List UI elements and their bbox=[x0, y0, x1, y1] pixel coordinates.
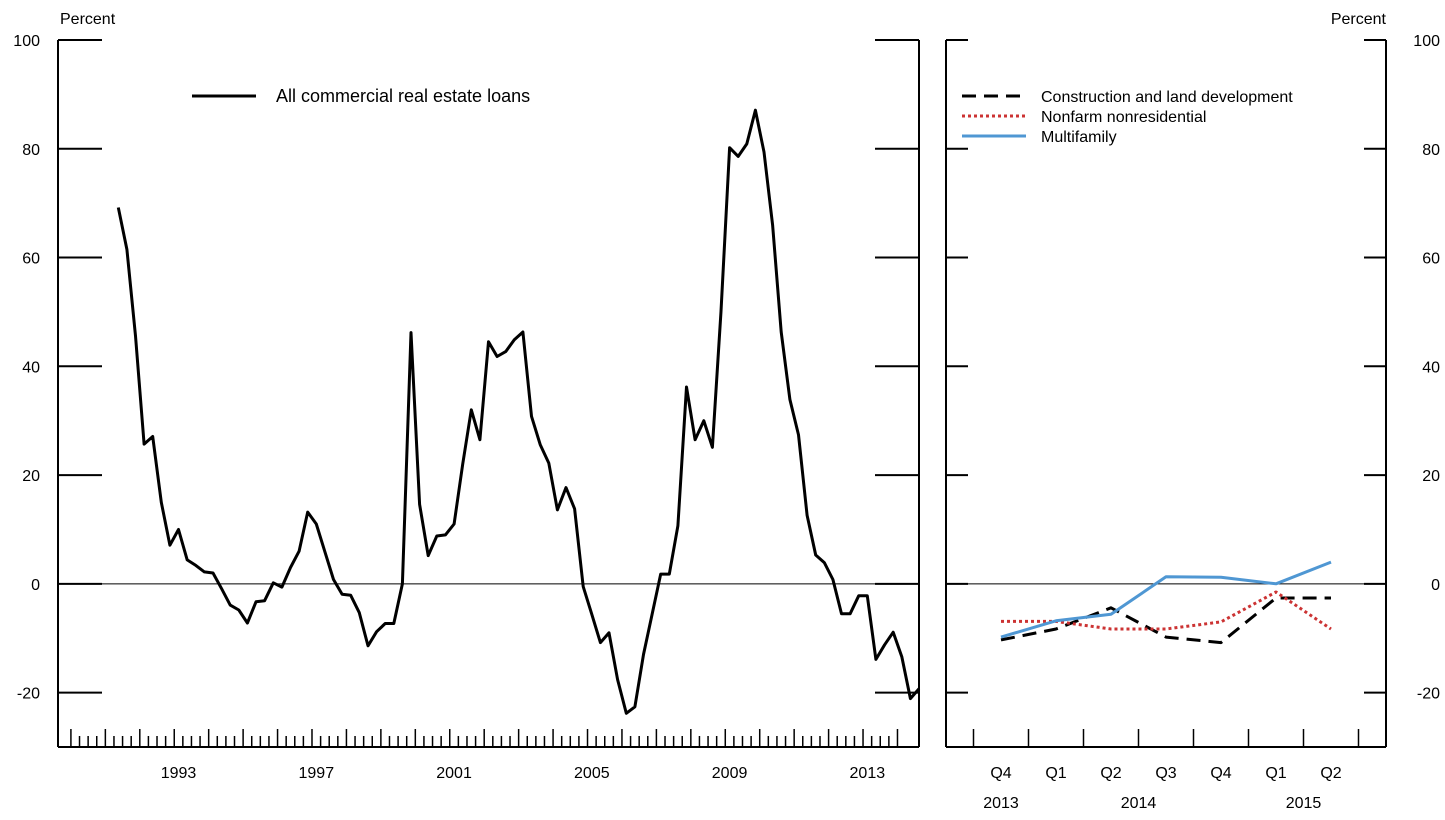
left-y-axis-label: Percent bbox=[60, 11, 116, 28]
left-x-tick-label: 2009 bbox=[712, 765, 748, 782]
left-x-tick-label: 2013 bbox=[850, 765, 886, 782]
right-series-line bbox=[1000, 596, 1331, 645]
right-y-tick-label: 40 bbox=[1422, 359, 1440, 376]
right-y-tick-label: 20 bbox=[1422, 468, 1440, 485]
left-y-tick-label: 100 bbox=[13, 33, 40, 50]
left-y-tick-label: 40 bbox=[22, 359, 40, 376]
left-x-tick-label: 2005 bbox=[574, 765, 610, 782]
right-x-tick-label: Q3 bbox=[1155, 765, 1176, 782]
right-series-line bbox=[1000, 560, 1332, 639]
right-y-tick-label: 0 bbox=[1431, 577, 1440, 594]
right-legend-label: Multifamily bbox=[1041, 129, 1117, 146]
right-y-tick-label: 60 bbox=[1422, 251, 1440, 268]
right-x-tick-label: Q2 bbox=[1320, 765, 1341, 782]
left-y-tick-label: 60 bbox=[22, 251, 40, 268]
right-y-tick-label: 80 bbox=[1422, 142, 1440, 159]
right-legend-label: Nonfarm nonresidential bbox=[1041, 109, 1206, 126]
right-x-year-label: 2015 bbox=[1286, 795, 1322, 812]
right-x-tick-label: Q1 bbox=[1045, 765, 1066, 782]
left-y-tick-label: 20 bbox=[22, 468, 40, 485]
right-x-tick-label: Q1 bbox=[1265, 765, 1286, 782]
right-x-year-label: 2013 bbox=[983, 795, 1019, 812]
left-y-tick-label: -20 bbox=[17, 686, 40, 703]
left-x-tick-label: 1993 bbox=[161, 765, 197, 782]
right-x-year-label: 2014 bbox=[1121, 795, 1157, 812]
left-y-tick-label: 80 bbox=[22, 142, 40, 159]
right-x-tick-label: Q2 bbox=[1100, 765, 1121, 782]
left-y-tick-label: 0 bbox=[31, 577, 40, 594]
right-legend-label: Construction and land development bbox=[1041, 89, 1293, 106]
left-x-tick-label: 2001 bbox=[436, 765, 472, 782]
left-x-tick-label: 1997 bbox=[299, 765, 335, 782]
right-y-axis-label: Percent bbox=[1331, 11, 1387, 28]
left-series-line bbox=[116, 108, 921, 715]
left-legend-label: All commercial real estate loans bbox=[276, 86, 530, 106]
right-y-tick-label: 100 bbox=[1413, 33, 1440, 50]
right-y-tick-label: -20 bbox=[1417, 686, 1440, 703]
right-x-tick-label: Q4 bbox=[1210, 765, 1231, 782]
right-x-tick-label: Q4 bbox=[990, 765, 1011, 782]
